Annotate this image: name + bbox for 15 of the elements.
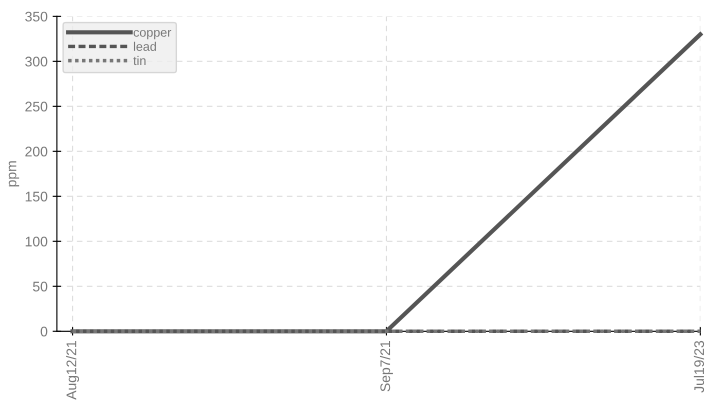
y-tick-label: 300 <box>25 56 48 67</box>
x-tick-label: Aug12/21 <box>66 340 80 400</box>
y-tick-label: 350 <box>25 12 48 22</box>
x-tick-label: Jul19/23 <box>694 340 704 393</box>
y-tick-label: 100 <box>26 236 48 246</box>
y-axis-title: ppm <box>8 161 20 186</box>
legend-label: lead <box>134 42 156 51</box>
y-tick-label: 150 <box>26 192 48 202</box>
legend-label: copper <box>134 30 172 40</box>
y-tick-label: 0 <box>40 326 48 336</box>
y-tick-label: 250 <box>25 102 48 112</box>
y-tick-label: 200 <box>25 146 48 156</box>
x-tick-label: Sep7/21 <box>380 340 393 392</box>
legend-label: tin <box>133 56 146 66</box>
y-tick-label: 50 <box>32 282 48 292</box>
